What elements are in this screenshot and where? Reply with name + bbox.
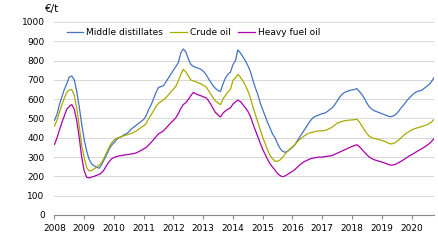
Line: Middle distillates: Middle distillates (54, 49, 434, 168)
Line: Crude oil: Crude oil (54, 69, 434, 171)
Line: Heavy fuel oil: Heavy fuel oil (54, 92, 434, 178)
Y-axis label: €/t: €/t (46, 4, 60, 14)
Legend: Middle distillates, Crude oil, Heavy fuel oil: Middle distillates, Crude oil, Heavy fue… (67, 28, 321, 38)
